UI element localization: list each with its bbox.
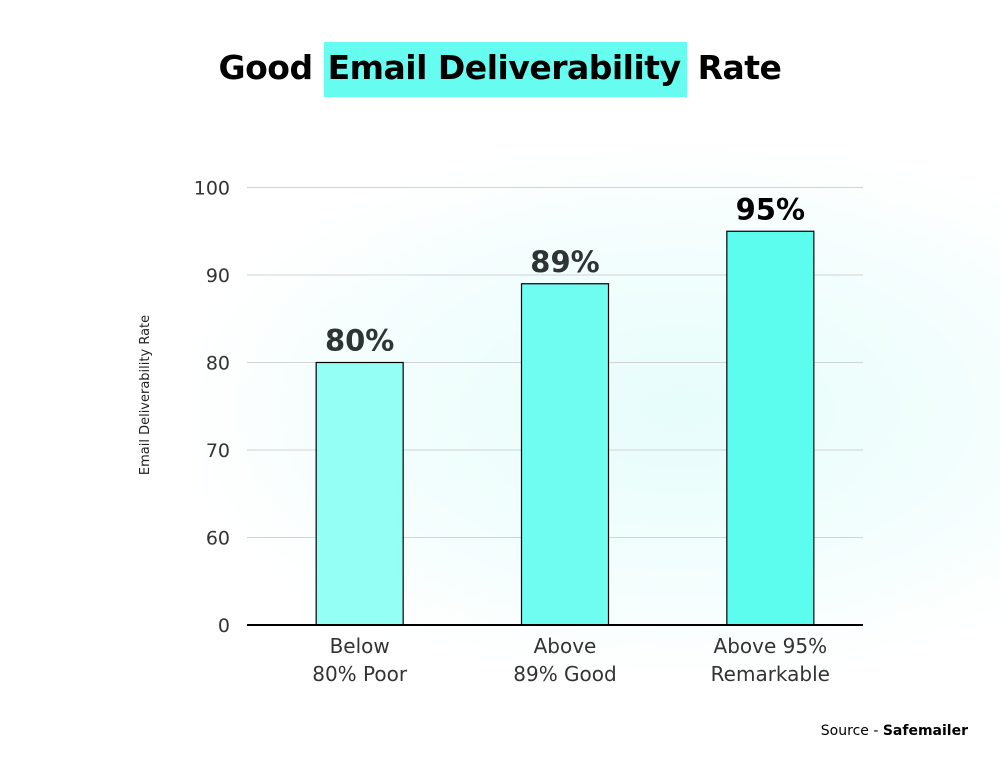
bar: [315, 361, 404, 626]
y-tick-label: 90: [206, 265, 230, 287]
title-suffix: Rate: [697, 48, 782, 87]
x-tick-label: Below: [330, 634, 390, 658]
y-axis-label: Email Deliverability Rate: [138, 315, 153, 475]
data-label: 80%: [325, 324, 394, 358]
title-highlight: Email Deliverability: [323, 42, 687, 97]
data-label: 95%: [736, 192, 805, 226]
y-tick-label: 80: [206, 353, 230, 375]
title-prefix: Good: [218, 48, 314, 87]
y-tick-label: 70: [206, 440, 230, 462]
bar: [726, 230, 815, 626]
y-tick-label: 100: [194, 178, 230, 200]
chart-title: Good Email Deliverability Rate: [0, 42, 1000, 97]
x-tick-label: 80% Poor: [312, 662, 408, 686]
x-tick-label: Remarkable: [711, 662, 830, 686]
x-tick-label: Above: [534, 634, 597, 658]
source-label: Source -: [820, 723, 879, 739]
x-tick-label: 89% Good: [513, 662, 616, 686]
y-tick-label: 60: [206, 528, 230, 550]
bar: [520, 283, 610, 626]
data-label: 89%: [530, 245, 599, 279]
y-tick-label: 0: [218, 615, 230, 637]
x-tick-label: Above 95%: [714, 634, 828, 658]
source-name: Safemailer: [882, 723, 968, 739]
source-note: Source - Safemailer: [821, 723, 968, 739]
